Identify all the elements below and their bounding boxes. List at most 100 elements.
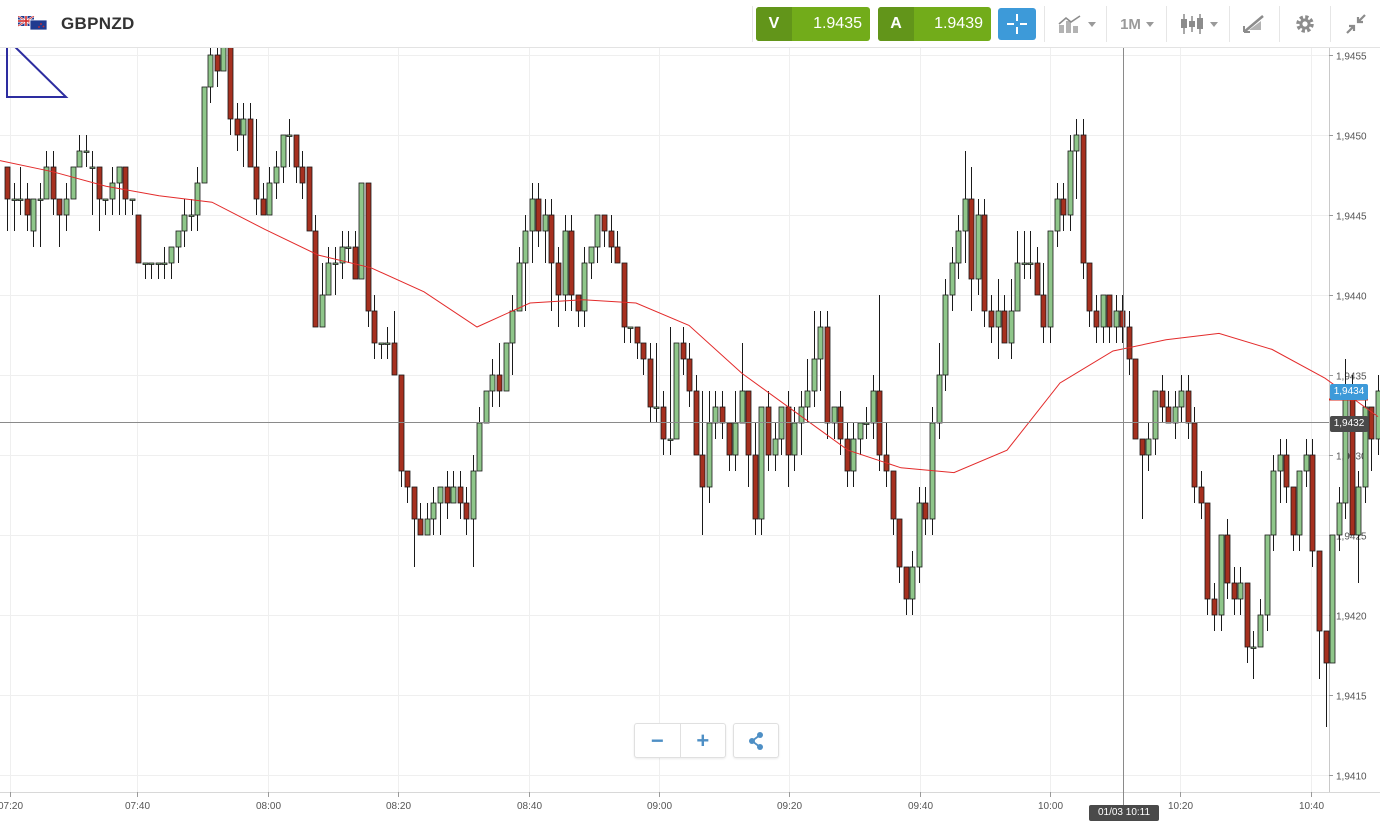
candle[interactable] xyxy=(332,247,339,295)
zoom-in-button[interactable]: + xyxy=(679,724,726,757)
candle[interactable] xyxy=(234,103,241,151)
candle[interactable] xyxy=(489,359,496,407)
candle[interactable] xyxy=(1119,295,1126,343)
candle[interactable] xyxy=(299,151,306,199)
candle[interactable] xyxy=(1191,407,1198,503)
candle[interactable] xyxy=(706,391,713,503)
candle[interactable] xyxy=(804,359,811,423)
candle[interactable] xyxy=(673,342,680,440)
candle[interactable] xyxy=(1316,550,1323,679)
candle[interactable] xyxy=(1034,247,1041,296)
candle[interactable] xyxy=(181,199,188,247)
candle[interactable] xyxy=(30,198,37,247)
candle[interactable] xyxy=(1073,119,1080,199)
candle[interactable] xyxy=(424,503,431,536)
candle[interactable] xyxy=(404,470,411,503)
candle[interactable] xyxy=(962,151,969,263)
candle[interactable] xyxy=(870,375,877,439)
candle[interactable] xyxy=(96,166,103,231)
candle[interactable] xyxy=(712,391,719,439)
candle[interactable] xyxy=(253,119,260,215)
candle[interactable] xyxy=(817,311,824,391)
candle[interactable] xyxy=(726,422,733,471)
candle[interactable] xyxy=(437,486,444,535)
candle[interactable] xyxy=(529,183,536,263)
candle[interactable] xyxy=(739,343,746,424)
candle[interactable] xyxy=(1172,391,1179,439)
candle[interactable] xyxy=(791,407,798,471)
candle[interactable] xyxy=(280,134,287,183)
candle[interactable] xyxy=(936,343,943,439)
candle[interactable] xyxy=(1198,471,1205,519)
candle[interactable] xyxy=(70,166,77,200)
candlestick-series[interactable] xyxy=(4,7,1380,727)
candle[interactable] xyxy=(1270,455,1277,551)
candle[interactable] xyxy=(732,391,739,471)
candle[interactable] xyxy=(148,262,155,279)
settings-button[interactable] xyxy=(1286,8,1324,40)
candle[interactable] xyxy=(995,279,1002,359)
candle[interactable] xyxy=(286,119,293,167)
candle[interactable] xyxy=(1159,375,1166,423)
candle[interactable] xyxy=(594,214,601,263)
candle[interactable] xyxy=(24,183,31,231)
candle[interactable] xyxy=(752,423,759,535)
candle[interactable] xyxy=(1336,487,1343,551)
candle[interactable] xyxy=(175,230,182,263)
candle[interactable] xyxy=(483,390,490,424)
candle[interactable] xyxy=(306,166,313,232)
candle[interactable] xyxy=(686,343,693,407)
candle[interactable] xyxy=(824,311,831,439)
candle[interactable] xyxy=(1126,311,1133,375)
candle[interactable] xyxy=(1250,631,1257,679)
candle[interactable] xyxy=(693,375,700,456)
candle[interactable] xyxy=(266,167,273,216)
candle[interactable] xyxy=(1237,567,1244,615)
draw-tools-button[interactable] xyxy=(1234,8,1274,40)
candle[interactable] xyxy=(581,247,588,327)
candle[interactable] xyxy=(1040,263,1047,343)
candle[interactable] xyxy=(1224,519,1231,599)
candle[interactable] xyxy=(588,246,595,279)
candle[interactable] xyxy=(1145,423,1152,471)
candle[interactable] xyxy=(37,183,44,247)
candle[interactable] xyxy=(640,342,647,375)
candle[interactable] xyxy=(1021,231,1028,279)
candle[interactable] xyxy=(135,214,142,264)
candle[interactable] xyxy=(883,423,890,487)
candle[interactable] xyxy=(981,199,988,327)
candle[interactable] xyxy=(201,86,208,184)
candle[interactable] xyxy=(1054,183,1061,247)
candle[interactable] xyxy=(516,247,523,312)
candle[interactable] xyxy=(1185,375,1192,439)
candle[interactable] xyxy=(43,151,50,200)
candle[interactable] xyxy=(745,390,752,487)
candle[interactable] xyxy=(758,406,765,535)
candle[interactable] xyxy=(476,407,483,472)
candle[interactable] xyxy=(568,215,575,311)
fullscreen-button[interactable] xyxy=(1336,8,1376,40)
candle[interactable] xyxy=(1106,294,1113,343)
candle[interactable] xyxy=(1264,534,1271,631)
candle[interactable] xyxy=(699,391,706,535)
buy-button[interactable]: A 1.9439 xyxy=(878,7,991,41)
candle[interactable] xyxy=(1132,358,1139,440)
candle[interactable] xyxy=(345,231,352,263)
candle[interactable] xyxy=(247,103,254,168)
candle[interactable] xyxy=(260,183,267,216)
candle[interactable] xyxy=(339,231,346,279)
candle[interactable] xyxy=(621,262,628,343)
candle[interactable] xyxy=(647,343,654,423)
candle[interactable] xyxy=(63,183,70,231)
candle[interactable] xyxy=(76,135,83,168)
candle[interactable] xyxy=(129,198,136,215)
candle[interactable] xyxy=(1113,295,1120,343)
candle[interactable] xyxy=(470,455,477,567)
candle[interactable] xyxy=(1008,279,1015,359)
candle[interactable] xyxy=(188,199,195,231)
candle[interactable] xyxy=(1329,534,1336,664)
candle[interactable] xyxy=(1355,471,1362,583)
candle[interactable] xyxy=(83,135,90,167)
candle[interactable] xyxy=(1283,439,1290,503)
candle[interactable] xyxy=(955,215,962,279)
